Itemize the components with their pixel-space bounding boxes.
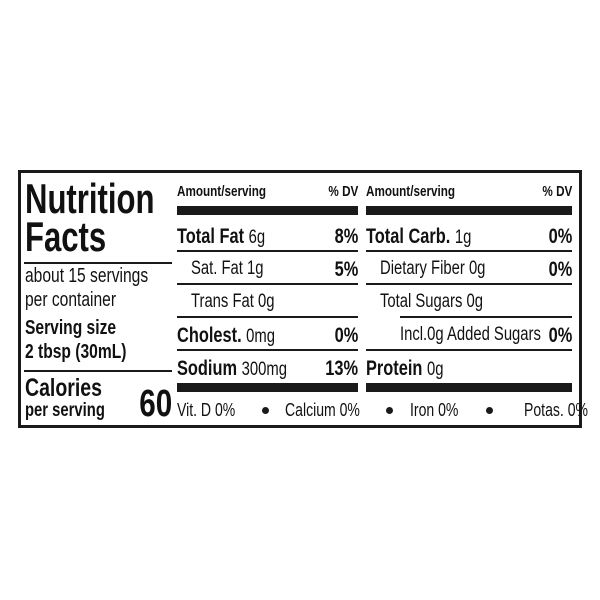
nutrient-dv: 8%: [334, 225, 358, 248]
calories-value: 60: [139, 383, 172, 425]
title-line-2: Facts: [25, 213, 107, 260]
nutrient-name: Sodium: [177, 357, 238, 380]
header-amount: Amount/serving: [177, 183, 267, 200]
nutrient-name: Total Carb.: [366, 225, 451, 248]
nutrient-dv: 13%: [325, 357, 358, 380]
nutrient-row: Sodium 300mg: [177, 358, 287, 379]
nutrient-row: Total Fat 6g: [177, 226, 265, 247]
nutrient-name: Incl.0g Added Sugars: [400, 324, 541, 345]
vitamin-item: Iron 0%: [410, 400, 459, 420]
nutrient-dv: 0%: [548, 225, 572, 248]
divider: [177, 283, 358, 285]
calories-sub: per serving: [25, 400, 105, 421]
bullet-icon: [486, 407, 493, 414]
divider: [366, 250, 572, 252]
nutrient-name: Dietary Fiber: [380, 258, 465, 279]
nutrient-row: Trans Fat 0g: [191, 292, 274, 311]
nutrient-amount: 1g: [247, 258, 264, 279]
divider: [177, 250, 358, 252]
vitamin-item: Calcium 0%: [285, 400, 360, 420]
thick-bar: [177, 383, 358, 392]
divider: [366, 349, 572, 351]
nutrient-row: Cholest. 0mg: [177, 325, 275, 346]
nutrient-dv: 0%: [548, 258, 572, 281]
thick-bar: [177, 206, 358, 215]
nutrient-name: Protein: [366, 357, 423, 380]
nutrient-row: Sat. Fat 1g: [191, 259, 264, 278]
nutrient-dv: 0%: [548, 324, 572, 347]
nutrient-name: Total Sugars: [380, 291, 463, 312]
bullet-icon: [386, 407, 393, 414]
nutrient-amount: 0mg: [246, 326, 276, 347]
nutrient-amount: 6g: [248, 227, 266, 248]
nutrient-row: Protein 0g: [366, 358, 443, 379]
nutrient-row: Dietary Fiber 0g: [380, 259, 485, 278]
nutrient-amount: 1g: [454, 227, 472, 248]
thick-bar: [366, 383, 572, 392]
nutrient-amount: 0g: [466, 291, 483, 312]
nutrient-dv: 5%: [334, 258, 358, 281]
calories-label: Calories: [25, 374, 102, 402]
header-dv: % DV: [542, 183, 572, 200]
vitamin-item: Vit. D 0%: [177, 400, 236, 420]
vitamin-item: Potas. 0%: [524, 400, 588, 420]
nutrition-facts-panel: [18, 170, 582, 428]
divider: [24, 262, 172, 264]
header-amount: Amount/serving: [366, 183, 456, 200]
nutrient-name: Sat. Fat: [191, 258, 243, 279]
divider: [24, 370, 172, 372]
divider: [366, 283, 572, 285]
serving-size-label: Serving size: [25, 317, 117, 339]
nutrient-amount: 300mg: [241, 359, 287, 380]
servings-line-1: about 15 servings: [25, 265, 149, 287]
nutrient-amount: 0g: [257, 291, 275, 312]
nutrient-row: Incl.0g Added Sugars: [400, 325, 541, 344]
servings-line-2: per container: [25, 289, 117, 311]
divider: [177, 316, 358, 318]
divider: [177, 349, 358, 351]
thick-bar: [366, 206, 572, 215]
divider: [400, 316, 572, 318]
header-dv: % DV: [328, 183, 358, 200]
title-line-1: Nutrition: [25, 175, 155, 222]
nutrient-name: Trans Fat: [191, 291, 254, 312]
nutrient-name: Total Fat: [177, 225, 245, 248]
nutrient-row: Total Sugars 0g: [380, 292, 483, 311]
nutrient-amount: 0g: [468, 258, 486, 279]
bullet-icon: [262, 407, 269, 414]
nutrient-dv: 0%: [334, 324, 358, 347]
nutrient-name: Cholest.: [177, 324, 242, 347]
nutrient-amount: 0g: [426, 359, 444, 380]
serving-size-value: 2 tbsp (30mL): [25, 341, 127, 363]
nutrient-row: Total Carb. 1g: [366, 226, 471, 247]
